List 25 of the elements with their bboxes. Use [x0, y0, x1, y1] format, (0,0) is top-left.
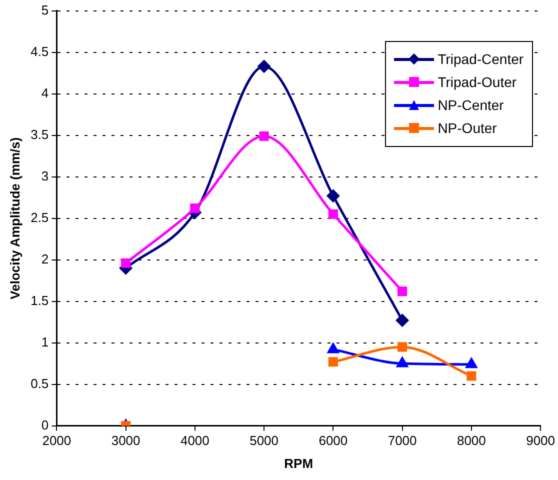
y-tick-label: 1 [41, 334, 49, 350]
legend-label: NP-Outer [438, 120, 497, 136]
x-tick-label: 8000 [456, 433, 486, 448]
y-axis-title: Velocity Amplitude (mm/s) [7, 137, 22, 300]
y-tick-label: 0 [41, 417, 49, 432]
y-tick-label: 1.5 [30, 292, 49, 308]
y-tick-label: 5 [41, 2, 49, 18]
x-tick-label: 6000 [318, 433, 348, 448]
y-tick-label: 0.5 [30, 376, 49, 391]
x-tick-label: 2000 [42, 433, 72, 448]
y-tick-label: 3.5 [30, 126, 49, 142]
x-axis-title: RPM [284, 456, 314, 471]
legend-label: Tripad-Center [438, 51, 524, 68]
x-tick-label: 5000 [250, 433, 279, 448]
x-tick-label: 3000 [111, 433, 140, 448]
y-tick-label: 3 [41, 168, 49, 184]
legend-label: Tripad-Outer [438, 74, 517, 90]
y-tick-label: 2 [41, 251, 49, 266]
y-tick-label: 4 [41, 85, 49, 100]
x-tick-label: 4000 [180, 433, 210, 448]
y-tick-label: 2.5 [30, 210, 49, 225]
y-tick-label: 4.5 [30, 44, 49, 59]
x-tick-label: 7000 [388, 433, 417, 448]
x-tick-label: 9000 [526, 433, 555, 448]
legend-label: NP-Center [438, 97, 504, 114]
